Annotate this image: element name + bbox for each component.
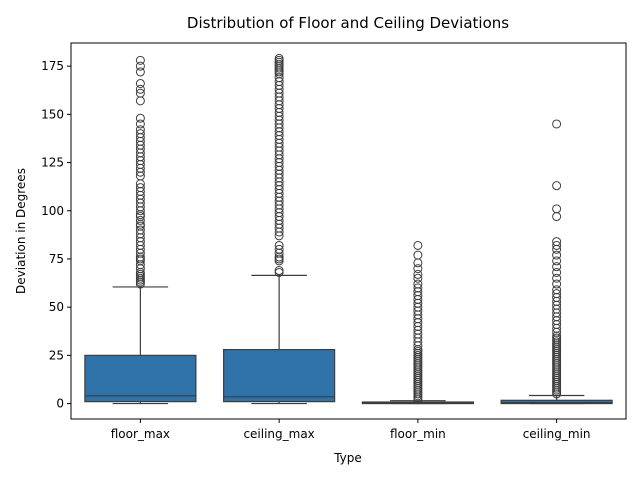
y-tick-label: 100 [41, 204, 64, 218]
outlier-point [552, 285, 562, 295]
y-tick-label: 150 [41, 107, 64, 121]
outlier-point [135, 125, 145, 135]
box-group-floor_min [361, 240, 474, 405]
y-axis-label: Deviation in Degrees [14, 168, 28, 294]
outlier-point [274, 53, 284, 63]
outlier-point [552, 289, 562, 299]
outlier-point [274, 244, 284, 254]
outlier-point [135, 129, 145, 139]
outlier-point [135, 119, 145, 129]
outlier-point [552, 240, 562, 250]
x-tick-label: floor_min [390, 427, 446, 441]
outlier-point [135, 55, 145, 65]
y-tick-label: 50 [49, 300, 64, 314]
y-tick-label: 175 [41, 59, 64, 73]
outlier-point [135, 67, 145, 77]
x-tick-label: ceiling_min [523, 427, 591, 441]
outlier-point [135, 61, 145, 71]
outlier-point [552, 262, 562, 272]
outlier-point [135, 183, 145, 193]
x-tick-label: ceiling_max [243, 427, 314, 441]
outlier-point [413, 240, 423, 250]
outlier-point [135, 78, 145, 88]
outlier-point [552, 181, 562, 191]
outlier-point [552, 250, 562, 260]
outlier-point [135, 84, 145, 94]
plot-frame [70, 42, 627, 420]
plot-area [84, 53, 613, 405]
outlier-point [135, 225, 145, 235]
x-axis-label: Type [333, 451, 362, 465]
outlier-point [413, 283, 423, 293]
outlier-point [413, 279, 423, 289]
outlier-point [135, 113, 145, 123]
outlier-point [413, 264, 423, 274]
y-tick-label: 0 [56, 397, 64, 411]
outlier-point [552, 237, 562, 247]
outlier-point [413, 250, 423, 260]
chart-title: Distribution of Floor and Ceiling Deviat… [187, 14, 509, 32]
outlier-point [552, 204, 562, 214]
outlier-point [274, 266, 284, 276]
outlier-point [552, 119, 562, 129]
box-group-ceiling_max [223, 53, 336, 405]
outlier-point [552, 273, 562, 283]
outlier-point [552, 279, 562, 289]
outlier-point [552, 267, 562, 277]
box-group-floor_max [84, 55, 197, 405]
y-tick-label: 125 [41, 156, 64, 170]
outlier-point [135, 215, 145, 225]
outlier-point [413, 269, 423, 279]
y-tick-label: 25 [49, 348, 64, 362]
box [223, 348, 336, 403]
box [500, 399, 613, 405]
box-group-ceiling_min [500, 119, 613, 405]
outlier-point [274, 240, 284, 250]
outlier-point [552, 256, 562, 266]
y-tick-label: 75 [49, 252, 64, 266]
outlier-point [135, 88, 145, 98]
outlier-point [413, 273, 423, 283]
x-tick-label: floor_max [111, 427, 170, 441]
box [84, 354, 197, 403]
